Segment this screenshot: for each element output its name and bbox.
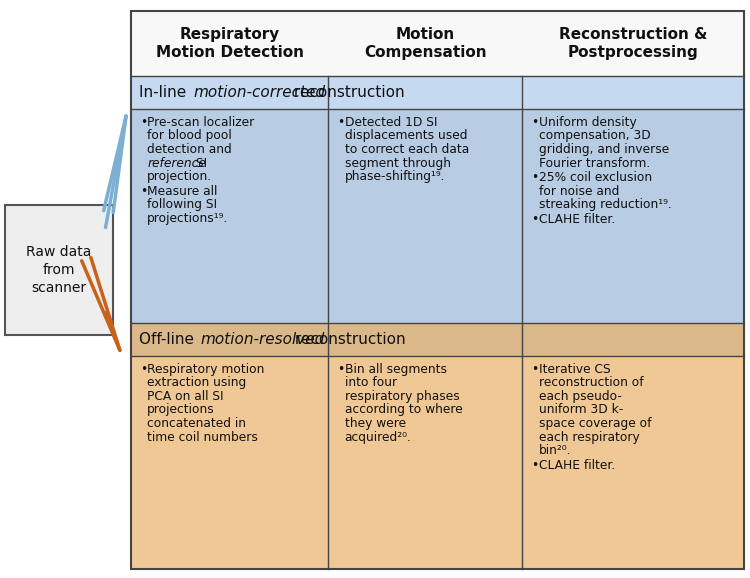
Text: for noise and: for noise and	[539, 185, 620, 198]
Text: bin²⁰.: bin²⁰.	[539, 444, 572, 457]
Text: •: •	[140, 116, 147, 129]
FancyBboxPatch shape	[131, 109, 744, 323]
Text: acquired²⁰.: acquired²⁰.	[344, 431, 412, 443]
Text: Uniform density: Uniform density	[539, 116, 637, 129]
FancyBboxPatch shape	[131, 12, 744, 76]
Text: streaking reduction¹⁹.: streaking reduction¹⁹.	[539, 198, 672, 212]
Text: SI: SI	[191, 157, 207, 169]
Text: projections¹⁹.: projections¹⁹.	[147, 212, 229, 225]
Text: CLAHE filter.: CLAHE filter.	[539, 459, 615, 472]
Text: displacements used: displacements used	[344, 129, 467, 142]
Text: Respiratory
Motion Detection: Respiratory Motion Detection	[155, 27, 304, 61]
Text: each respiratory: each respiratory	[539, 431, 640, 443]
Text: reference: reference	[147, 157, 206, 169]
Text: they were: they were	[344, 417, 406, 430]
Text: •: •	[532, 213, 538, 226]
Text: respiratory phases: respiratory phases	[344, 390, 459, 403]
Text: •: •	[532, 171, 538, 184]
FancyBboxPatch shape	[131, 76, 744, 109]
Text: detection and: detection and	[147, 143, 232, 156]
Text: •: •	[140, 185, 147, 198]
Text: reconstruction: reconstruction	[290, 332, 405, 347]
Text: projections: projections	[147, 403, 215, 416]
Text: concatenated in: concatenated in	[147, 417, 246, 430]
Text: to correct each data: to correct each data	[344, 143, 469, 156]
Text: •: •	[532, 459, 538, 472]
Text: uniform 3D k-: uniform 3D k-	[539, 403, 623, 416]
Text: •: •	[532, 362, 538, 376]
FancyBboxPatch shape	[131, 355, 744, 569]
Text: reconstruction of: reconstruction of	[539, 376, 644, 389]
Text: Reconstruction &
Postprocessing: Reconstruction & Postprocessing	[559, 27, 707, 61]
Text: gridding, and inverse: gridding, and inverse	[539, 143, 669, 156]
Text: reconstruction: reconstruction	[289, 85, 404, 100]
Text: following SI: following SI	[147, 198, 218, 212]
Text: into four: into four	[344, 376, 397, 389]
Text: •: •	[140, 362, 147, 376]
Text: •: •	[338, 362, 344, 376]
Text: compensation, 3D: compensation, 3D	[539, 129, 651, 142]
Text: extraction using: extraction using	[147, 376, 247, 389]
FancyBboxPatch shape	[5, 205, 113, 335]
Text: projection.: projection.	[147, 170, 212, 183]
Text: motion-resolved: motion-resolved	[200, 332, 324, 347]
Text: CLAHE filter.: CLAHE filter.	[539, 213, 615, 226]
Text: Measure all: Measure all	[147, 185, 218, 198]
Text: Iterative CS: Iterative CS	[539, 362, 610, 376]
FancyBboxPatch shape	[131, 323, 744, 355]
Text: Motion
Compensation: Motion Compensation	[364, 27, 487, 61]
Text: •: •	[338, 116, 344, 129]
Text: Raw data
from
scanner: Raw data from scanner	[26, 244, 92, 295]
Text: for blood pool: for blood pool	[147, 129, 232, 142]
Text: PCA on all SI: PCA on all SI	[147, 390, 224, 403]
Text: Respiratory motion: Respiratory motion	[147, 362, 265, 376]
Text: In-line: In-line	[139, 85, 191, 100]
Text: segment through: segment through	[344, 157, 451, 169]
Text: phase-shifting¹⁹.: phase-shifting¹⁹.	[344, 170, 445, 183]
Text: time coil numbers: time coil numbers	[147, 431, 258, 443]
Text: •: •	[532, 116, 538, 129]
Text: Detected 1D SI: Detected 1D SI	[344, 116, 437, 129]
Text: motion-corrected: motion-corrected	[194, 85, 326, 100]
Text: Bin all segments: Bin all segments	[344, 362, 446, 376]
Text: 25% coil exclusion: 25% coil exclusion	[539, 171, 652, 184]
Text: according to where: according to where	[344, 403, 462, 416]
Text: Pre-scan localizer: Pre-scan localizer	[147, 116, 254, 129]
Text: Off-line: Off-line	[139, 332, 199, 347]
Text: each pseudo-: each pseudo-	[539, 390, 622, 403]
Text: Fourier transform.: Fourier transform.	[539, 157, 650, 169]
Text: space coverage of: space coverage of	[539, 417, 652, 430]
